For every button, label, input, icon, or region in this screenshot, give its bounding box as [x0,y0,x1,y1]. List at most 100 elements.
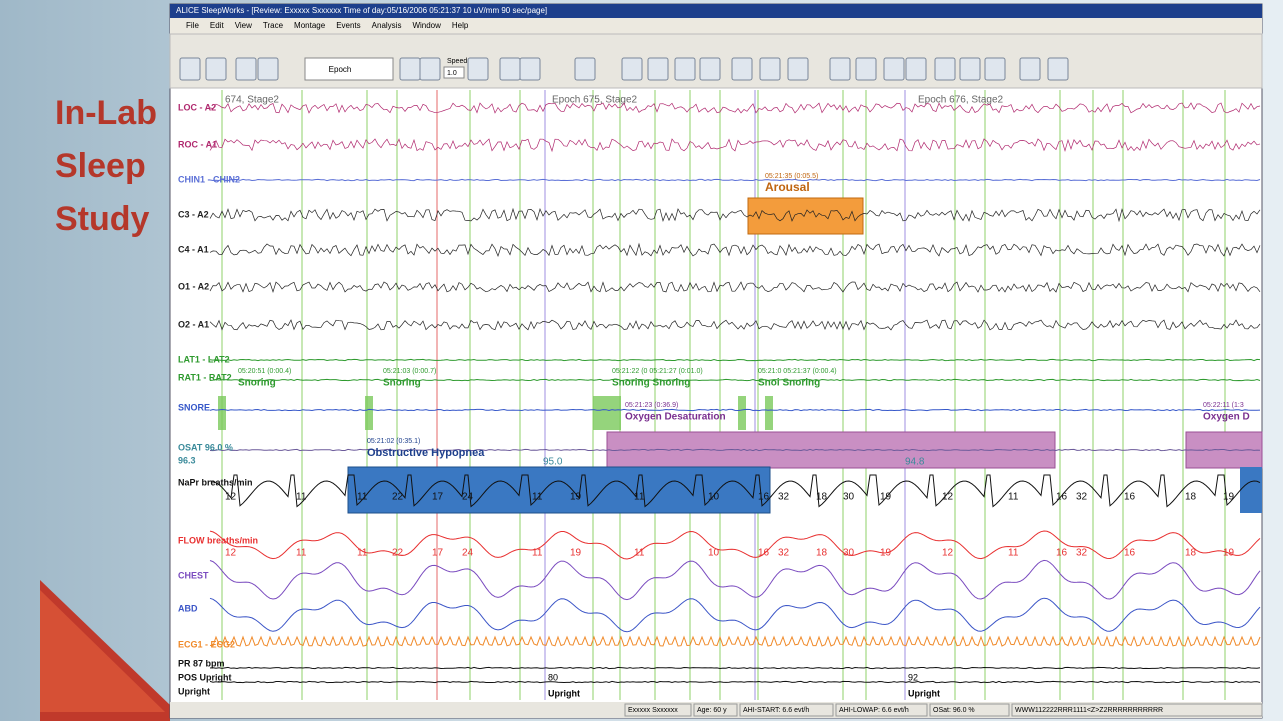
toolbar-button[interactable] [985,58,1005,80]
snoring-event[interactable] [765,396,773,430]
channel-label: LAT1 - LAT2 [178,354,230,364]
napr-rate: 11 [1008,492,1019,503]
flow-rate: 17 [432,548,444,559]
snoring-event[interactable] [593,396,621,430]
event-label[interactable]: Snoi Snoring [758,378,820,389]
toolbar-button[interactable] [206,58,226,80]
toolbar-button[interactable] [575,58,595,80]
flow-rate: 32 [1076,548,1088,559]
napr-rate: 10 [708,492,720,503]
napr-rate: 11 [532,492,543,503]
toolbar-button[interactable] [236,58,256,80]
flow-rate: 19 [570,548,582,559]
toolbar-button[interactable] [1020,58,1040,80]
slide-title: In-Lab [55,94,157,132]
channel-label: 96.3 [178,455,196,465]
toolbar-button[interactable] [732,58,752,80]
toolbar-button[interactable] [760,58,780,80]
toolbar-button[interactable] [1048,58,1068,80]
napr-rate: 32 [778,492,790,503]
toolbar-button[interactable] [258,58,278,80]
napr-rate: 11 [296,492,307,503]
menu-item[interactable]: File [186,21,199,30]
toolbar-button[interactable] [648,58,668,80]
flow-rate: 24 [462,548,474,559]
menu-item[interactable]: Window [412,21,441,30]
channel-label: O1 - A2 [178,281,209,291]
event-label[interactable]: Oxygen D [1203,412,1250,423]
event-label[interactable]: Arousal [765,180,810,194]
toolbar-button[interactable] [960,58,980,80]
channel-label: OSAT 96.0 % [178,442,233,452]
channel-label: SNORE [178,402,210,412]
toolbar-button[interactable] [856,58,876,80]
toolbar-button[interactable] [520,58,540,80]
speed-value: 1.0 [447,70,457,77]
event-label[interactable]: Snoring [383,378,421,389]
toolbar-button[interactable] [622,58,642,80]
menu-item[interactable]: Edit [210,21,225,30]
pr-value: 92 [908,672,918,682]
slide-title: Sleep [55,147,146,185]
event-label[interactable]: Snoring Snoring [612,378,690,389]
menu-item[interactable]: Analysis [372,21,402,30]
toolbar-button[interactable] [700,58,720,80]
channel-label: NaPr breaths/min [178,477,253,487]
pos-value: Upright [548,688,580,698]
channel-label: ECG1 - ECG2 [178,639,235,649]
napr-rate: 16 [758,492,770,503]
napr-rate: 12 [942,492,954,503]
napr-rate: 16 [1056,492,1068,503]
event-label[interactable]: Snoring [238,378,276,389]
snoring-event[interactable] [365,396,373,430]
toolbar-button[interactable] [468,58,488,80]
arousal-event[interactable] [748,198,863,234]
hypopnea-event[interactable] [1240,467,1262,513]
event-time: 05:21:03 (0:00.7) [383,368,436,375]
menu-item[interactable]: Trace [263,21,284,30]
toolbar-button[interactable] [830,58,850,80]
snoring-event[interactable] [738,396,746,430]
napr-rate: 32 [1076,492,1088,503]
toolbar-button[interactable] [400,58,420,80]
event-time: 05:21:23 (0:36.9) [625,402,678,409]
channel-label: CHEST [178,570,209,580]
toolbar-button[interactable] [906,58,926,80]
flow-rate: 16 [1056,548,1068,559]
flow-rate: 16 [758,548,770,559]
status-text: WWW112222RRR1111<Z>Z2RRRRRRRRRRR [1015,707,1163,714]
slide-title: Study [55,200,150,238]
menu-item[interactable]: View [235,21,252,30]
toolbar-button[interactable] [420,58,440,80]
toolbar-button[interactable] [884,58,904,80]
event-label[interactable]: Obstructive Hypopnea [367,447,485,459]
status-text: OSat: 96.0 % [933,707,975,714]
channel-label: ROC - A1 [178,139,217,149]
toolbar-button[interactable] [788,58,808,80]
toolbar-button[interactable] [180,58,200,80]
speed-label: Speed [447,58,467,65]
napr-rate: 22 [392,492,404,503]
channel-label: Upright [178,686,210,696]
toolbar-button[interactable] [500,58,520,80]
slide-canvas: In-Lab Sleep Study ALICE SleepWorks - [R… [0,0,1283,721]
channel-label: RAT1 - RAT2 [178,372,232,382]
menu-item[interactable]: Montage [294,21,326,30]
flow-rate: 11 [532,548,543,559]
menu-item[interactable]: Help [452,21,469,30]
toolbar-button[interactable] [935,58,955,80]
menu-item[interactable]: Events [336,21,360,30]
slide: In-Lab Sleep Study ALICE SleepWorks - [R… [0,0,1283,721]
toolbar-button[interactable] [675,58,695,80]
event-time: 05:22:11 (1:3 [1203,402,1244,409]
channel-label: ABD [178,603,198,613]
snoring-event[interactable] [218,396,226,430]
event-label[interactable]: Oxygen Desaturation [625,412,726,423]
channel-label: LOC - A2 [178,102,216,112]
window-title: ALICE SleepWorks - [Review: Exxxxx Sxxxx… [176,6,547,15]
status-text: Age: 60 y [697,707,727,714]
flow-rate: 11 [357,548,368,559]
event-time: 05:21:02 (0:35.1) [367,438,420,445]
napr-rate: 18 [816,492,828,503]
hypopnea-event[interactable] [348,467,770,513]
